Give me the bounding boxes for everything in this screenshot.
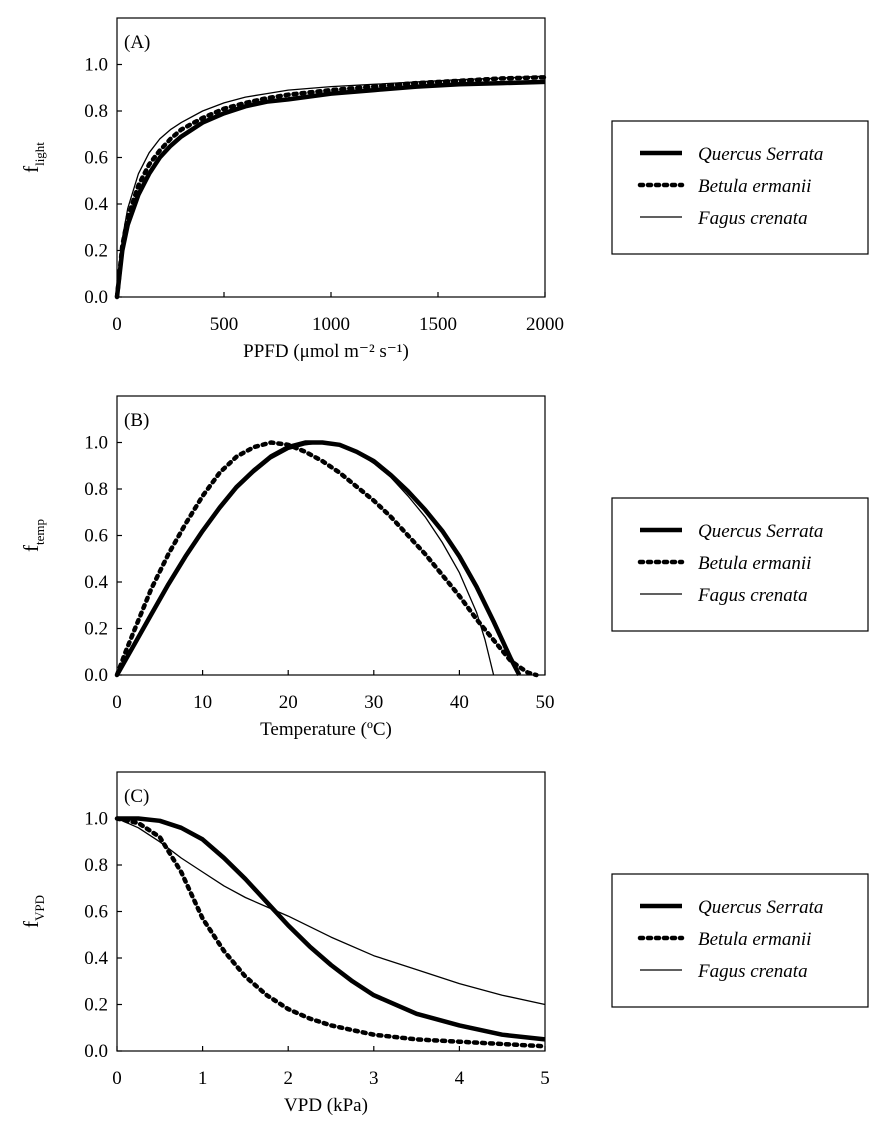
y-axis-title-subscript: temp <box>32 519 47 545</box>
series-line-thick-solid <box>117 443 519 676</box>
legend-label: Betula ermanii <box>698 176 811 197</box>
x-tick-label: 30 <box>364 692 383 713</box>
x-tick-label: 2000 <box>526 314 564 335</box>
y-tick-label: 0.6 <box>84 902 108 923</box>
legend-label: Betula ermanii <box>698 553 811 574</box>
x-tick-label: 0 <box>112 1068 122 1089</box>
x-tick-label: 500 <box>210 314 239 335</box>
y-tick-label: 0.6 <box>84 148 108 169</box>
y-tick-label: 0.8 <box>84 855 108 876</box>
x-tick-label: 10 <box>193 692 212 713</box>
x-tick-label: 0 <box>112 692 122 713</box>
series-line-thick-dotted <box>117 77 545 297</box>
x-tick-label: 3 <box>369 1068 379 1089</box>
y-tick-label: 0.8 <box>84 479 108 500</box>
x-tick-label: 1000 <box>312 314 350 335</box>
legend-label: Betula ermanii <box>698 929 811 950</box>
legend-label: Fagus crenata <box>697 961 808 982</box>
y-tick-label: 0.2 <box>84 619 108 640</box>
y-axis-title-subscript: VPD <box>32 895 47 921</box>
y-tick-label: 0.4 <box>84 948 108 969</box>
legend-label: Quercus Serrata <box>698 521 823 542</box>
x-tick-label: 1500 <box>419 314 457 335</box>
y-axis-title: fVPD <box>19 895 47 928</box>
legend-1: Quercus Serrata Betula ermanii Fagus crena… <box>612 121 868 254</box>
legend-3: Quercus Serrata Betula ermanii Fagus crena… <box>612 874 868 1007</box>
series-line-thin-solid <box>117 76 545 297</box>
legend-2: Quercus Serrata Betula ermanii Fagus crena… <box>612 498 868 631</box>
y-tick-label: 0.6 <box>84 526 108 547</box>
y-tick-label: 1.0 <box>84 809 108 830</box>
x-tick-label: 0 <box>112 314 122 335</box>
x-axis-title: Temperature (ºC) <box>260 719 392 740</box>
series-line-thick-dotted <box>117 819 545 1047</box>
y-tick-label: 0.0 <box>84 287 108 308</box>
chart-panel-3: 0.0 0.2 0.4 0.6 0.8 1.0 0 1 2 3 4 5 VPD (kPa) fVPD (C) <box>19 772 550 1116</box>
x-tick-label: 2 <box>283 1068 293 1089</box>
chart-panel-2: 0.0 0.2 0.4 0.6 0.8 1.0 0 10 20 30 40 50 Temperature… <box>19 396 555 740</box>
y-axis-title-main: f <box>19 545 43 552</box>
plot-frame <box>117 18 545 297</box>
y-axis-title: flight <box>19 142 47 173</box>
panel-label: (A) <box>124 32 150 53</box>
x-tick-label: 1 <box>198 1068 208 1089</box>
legend-label: Fagus crenata <box>697 208 808 229</box>
y-tick-label: 0.2 <box>84 241 108 262</box>
plot-frame <box>117 772 545 1051</box>
series-line-thin-solid <box>117 819 545 1005</box>
x-tick-label: 40 <box>450 692 469 713</box>
y-tick-label: 0.0 <box>84 1041 108 1062</box>
panel-label: (B) <box>124 410 149 431</box>
x-tick-label: 5 <box>540 1068 550 1089</box>
x-tick-label: 4 <box>455 1068 465 1089</box>
legend-label: Fagus crenata <box>697 585 808 606</box>
y-tick-label: 0.0 <box>84 665 108 686</box>
panel-label: (C) <box>124 786 149 807</box>
y-axis-title-main: f <box>19 921 43 928</box>
x-tick-label: 20 <box>279 692 298 713</box>
chart-panel-1: 0.0 0.2 0.4 0.6 0.8 1.0 0 500 1000 1500 2000 PPFD (… <box>19 18 564 362</box>
x-axis-title: PPFD (μmol m⁻² s⁻¹) <box>243 341 409 362</box>
y-axis-title: ftemp <box>19 519 47 552</box>
y-tick-label: 0.4 <box>84 572 108 593</box>
y-tick-label: 1.0 <box>84 433 108 454</box>
y-tick-label: 1.0 <box>84 55 108 76</box>
y-axis-title-subscript: light <box>32 142 47 166</box>
y-tick-label: 0.8 <box>84 101 108 122</box>
series-line-thick-dotted <box>117 443 536 676</box>
x-tick-label: 50 <box>536 692 555 713</box>
y-tick-label: 0.2 <box>84 995 108 1016</box>
series-line-thick-solid <box>117 82 545 297</box>
y-tick-label: 0.4 <box>84 194 108 215</box>
series-line-thick-solid <box>117 819 545 1040</box>
series-line-thin-solid <box>117 443 494 676</box>
x-axis-title: VPD (kPa) <box>284 1095 368 1116</box>
y-axis-title-main: f <box>19 166 43 173</box>
legend-label: Quercus Serrata <box>698 897 823 918</box>
legend-label: Quercus Serrata <box>698 144 823 165</box>
